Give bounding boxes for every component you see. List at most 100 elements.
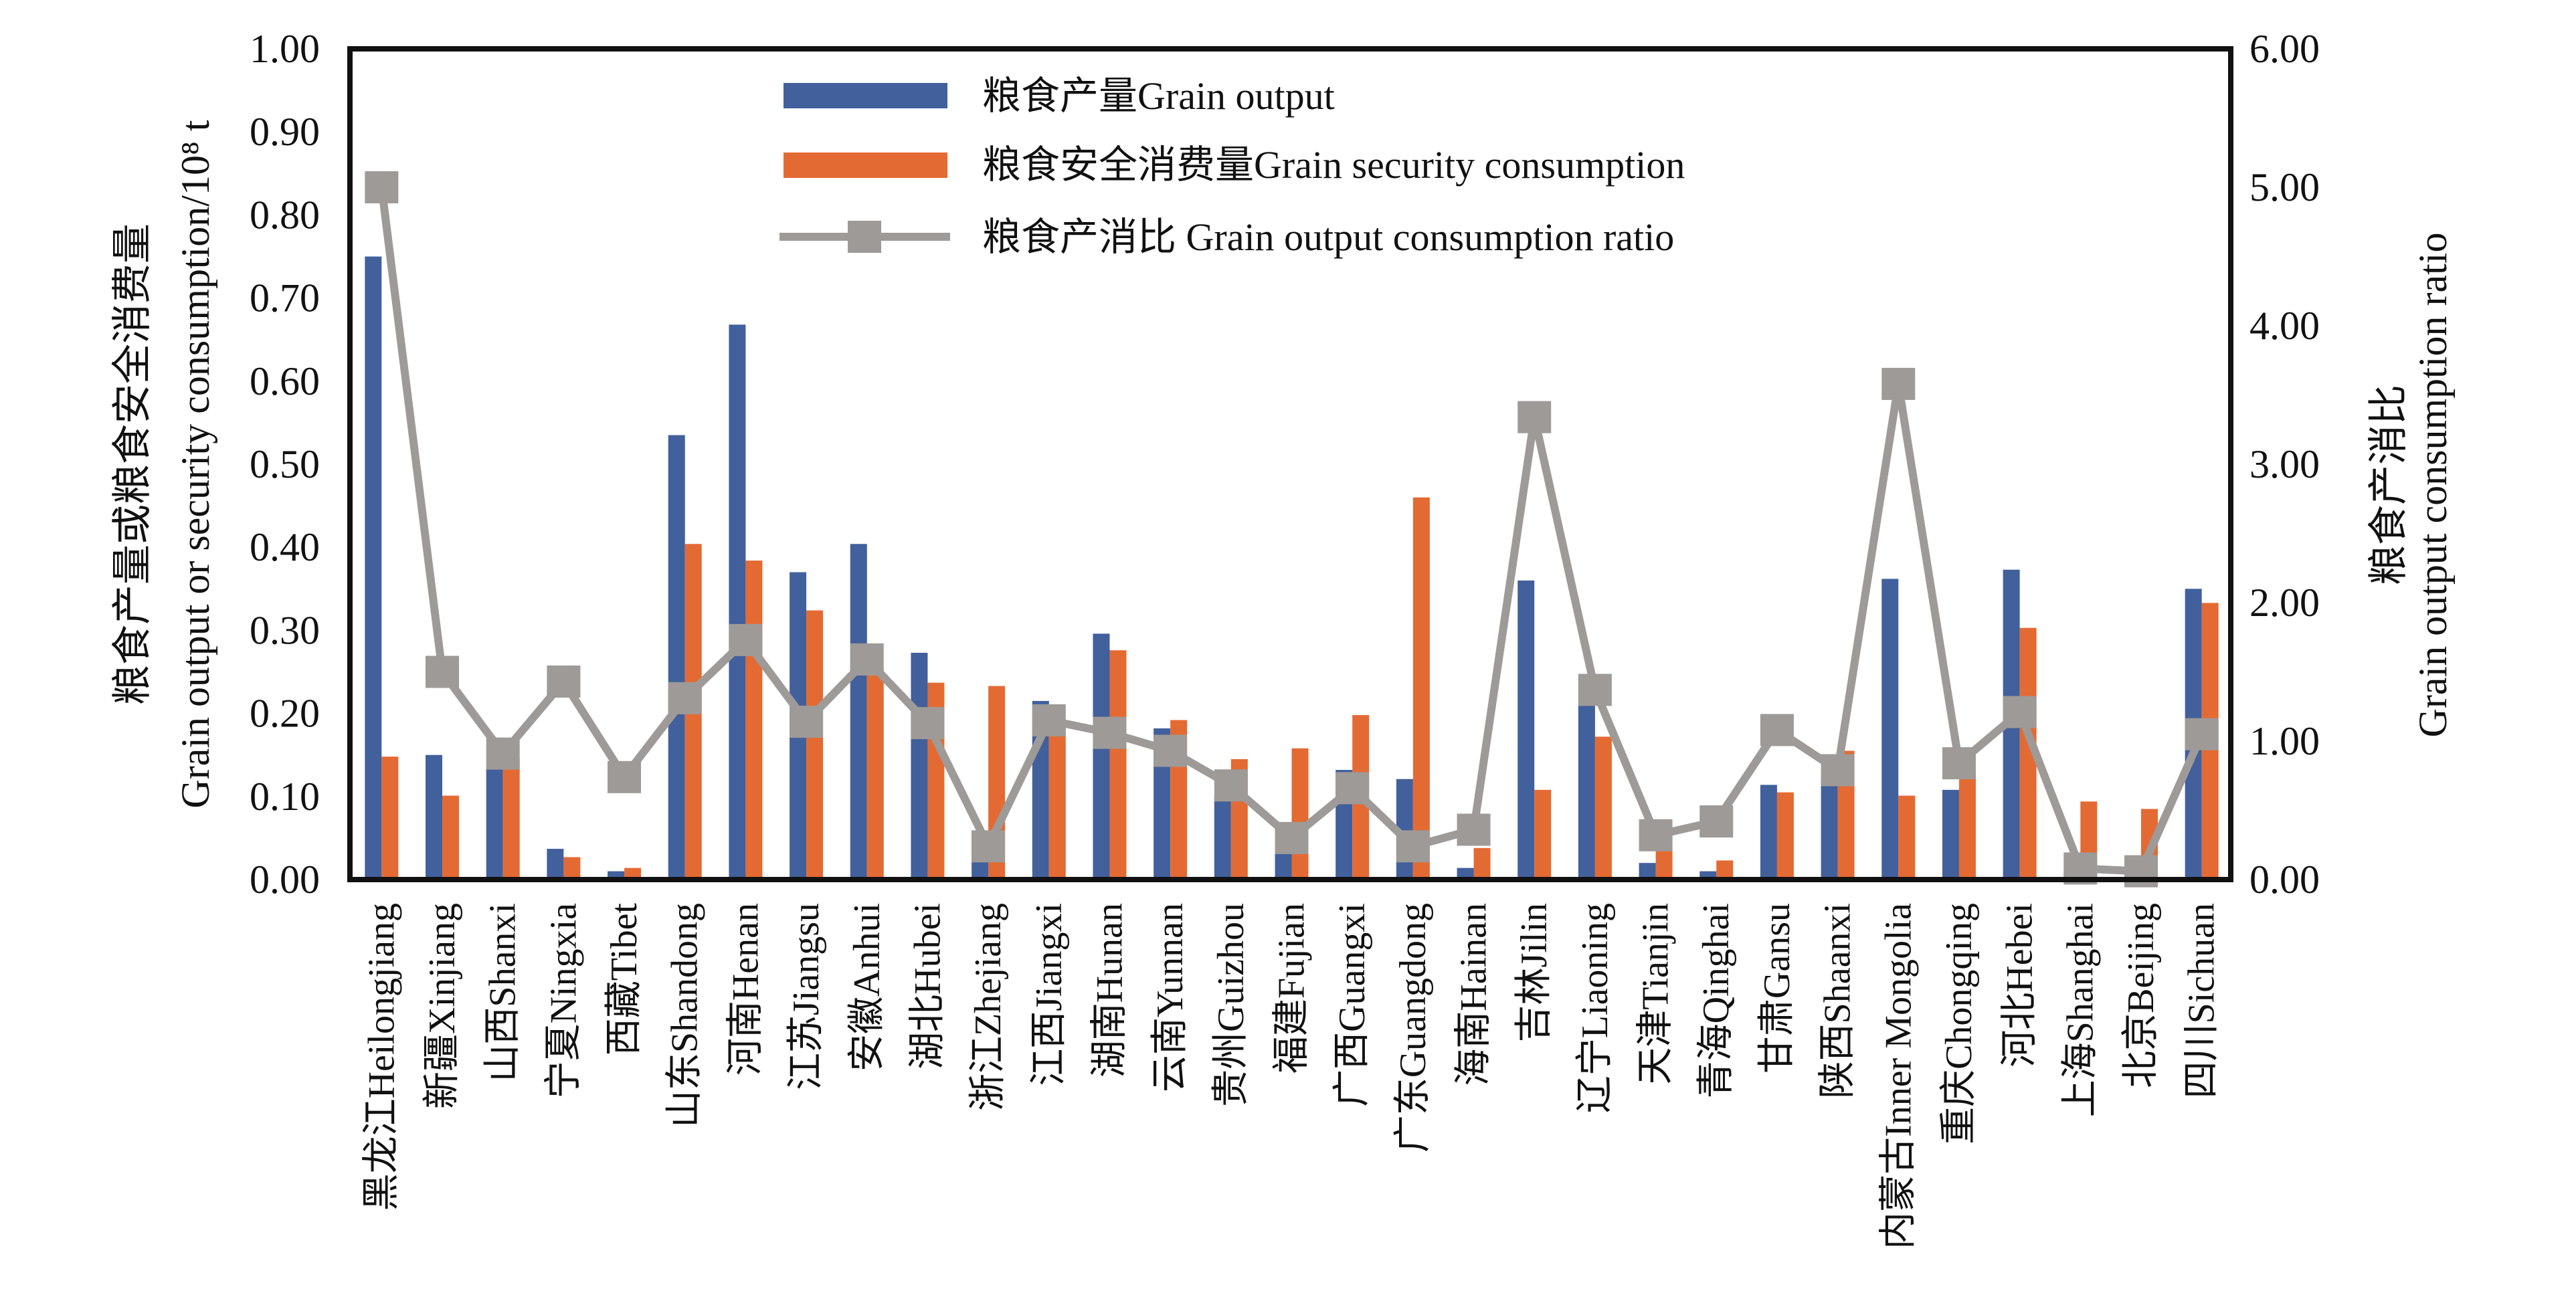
ratio-marker [1275, 821, 1309, 854]
category-label: 江苏Jiangsu [786, 903, 827, 1090]
ratio-marker [1699, 805, 1734, 838]
ratio-marker [1336, 772, 1370, 805]
category-label: 上海Shanghai [2059, 903, 2101, 1117]
ratio-marker [911, 707, 945, 740]
bar-security-consumption [563, 857, 581, 880]
bar-security-consumption [1594, 736, 1612, 880]
category-label: 山西Shanxi [482, 903, 524, 1082]
ratio-marker [1517, 401, 1552, 433]
legend-swatch-ratio-marker [848, 221, 881, 253]
category-label: 广西Guangxi [1331, 903, 1373, 1107]
bar-security-consumption [1898, 795, 1916, 880]
bar-grain-output [1093, 633, 1110, 880]
bar-security-consumption [381, 756, 399, 880]
right-tick-label: 0.00 [2249, 857, 2320, 902]
left-tick-label: 0.70 [250, 276, 320, 320]
category-label: 湖北Hubei [907, 903, 948, 1070]
category-label: 内蒙古Inner Mongolia [1877, 903, 1919, 1249]
legend-swatch-grain-output [784, 83, 947, 108]
category-label: 河南Henan [725, 903, 766, 1076]
right-axis-title-cn: 粮食产消比 [2367, 385, 2411, 585]
ratio-marker [729, 623, 763, 656]
bar-grain-output [1578, 678, 1595, 880]
bar-grain-output [486, 768, 503, 880]
right-tick-label: 2.00 [2249, 581, 2320, 625]
bar-grain-output [1639, 863, 1656, 880]
right-tick-label: 1.00 [2249, 719, 2320, 763]
ratio-marker [2185, 718, 2219, 750]
left-tick-label: 0.50 [250, 442, 320, 486]
bar-security-consumption [442, 795, 460, 880]
bar-security-consumption [1716, 860, 1734, 880]
bar-grain-output [1821, 778, 1838, 880]
ratio-marker [1578, 674, 1612, 706]
bar-grain-output [547, 849, 564, 880]
category-label: 安徽Anhui [846, 903, 888, 1072]
category-label: 福建Fujian [1271, 903, 1313, 1074]
category-labels: 黑龙江Heilongjiang 新疆Xinjiang 山西Shanxi 宁夏Ningx… [361, 903, 2222, 1249]
ratio-marker [1396, 830, 1430, 863]
category-label: 西藏Tibet [604, 903, 645, 1056]
right-tick-label: 4.00 [2249, 304, 2320, 348]
ratio-marker [1457, 813, 1491, 846]
category-label: 甘肃Gansu [1756, 903, 1798, 1074]
bar-security-consumption [624, 868, 642, 880]
right-tick-label: 6.00 [2249, 27, 2320, 71]
left-tick-label: 0.20 [250, 692, 320, 736]
ratio-marker [1214, 769, 1248, 802]
ratio-line-layer [365, 171, 2219, 888]
category-label: 海南Hainan [1453, 903, 1495, 1086]
left-tick-label: 0.80 [250, 193, 320, 237]
bar-grain-output [426, 754, 443, 880]
bar-security-consumption [1776, 792, 1794, 880]
category-label: 浙江Zhejiang [968, 903, 1009, 1111]
ratio-marker [1821, 754, 1855, 787]
left-axis-ticks: 0.00 0.10 0.20 0.30 0.40 0.50 0.60 0.70 0.80 0.90… [250, 27, 320, 902]
legend-swatch-security-consumption [784, 153, 947, 178]
ratio-marker [790, 706, 824, 738]
ratio-marker [1639, 819, 1673, 851]
left-axis-title-en: Grain output or security consumption/10⁸… [173, 120, 217, 808]
bar-security-consumption [502, 758, 520, 880]
category-label: 江西Jiangxi [1028, 903, 1070, 1086]
plot-frame [347, 46, 2233, 882]
right-tick-label: 5.00 [2249, 165, 2320, 209]
left-tick-label: 0.40 [250, 525, 320, 569]
left-tick-label: 0.10 [250, 775, 320, 819]
bar-grain-output [1517, 580, 1535, 880]
bar-security-consumption [1958, 773, 1976, 880]
bar-security-consumption [866, 668, 884, 880]
bar-security-consumption [1109, 650, 1127, 880]
category-label: 河北Hebei [1999, 903, 2041, 1068]
right-axis-title-en: Grain output consumption ratio [2411, 233, 2455, 738]
left-tick-label: 0.30 [250, 608, 320, 652]
ratio-marker [1942, 747, 1976, 780]
left-tick-label: 0.60 [250, 359, 320, 403]
axes-layer [347, 46, 2233, 882]
bar-security-consumption [1412, 497, 1430, 880]
legend-label-grain-output: 粮食产量Grain output [982, 74, 1335, 118]
ratio-marker [668, 682, 702, 714]
legend: 粮食产量Grain output 粮食安全消费量Grain security c… [779, 74, 1685, 259]
ratio-marker [2124, 855, 2158, 888]
bar-grain-output [365, 256, 382, 880]
bar-security-consumption [745, 561, 763, 880]
category-label: 辽宁Liaoning [1574, 903, 1616, 1113]
left-tick-label: 0.90 [250, 110, 320, 154]
category-label: 湖南Hunan [1089, 903, 1130, 1078]
ratio-marker [486, 737, 520, 770]
bar-grain-output [1214, 795, 1231, 880]
right-tick-label: 3.00 [2249, 442, 2320, 486]
legend-label-ratio: 粮食产消比 Grain output consumption ratio [982, 215, 1674, 259]
bar-grain-output [729, 324, 746, 880]
category-label: 重庆Chongqing [1938, 903, 1980, 1144]
left-tick-label: 1.00 [250, 27, 320, 71]
ratio-marker [1760, 714, 1794, 746]
category-label: 四川Sichuan [2181, 903, 2223, 1098]
category-label: 宁夏Ningxia [543, 903, 584, 1099]
bar-grain-output [1457, 868, 1474, 880]
bar-security-consumption [1048, 724, 1066, 880]
bar-grain-output [1942, 789, 1959, 880]
bar-grain-output [1881, 579, 1899, 880]
category-label: 广东Guangdong [1392, 903, 1434, 1152]
